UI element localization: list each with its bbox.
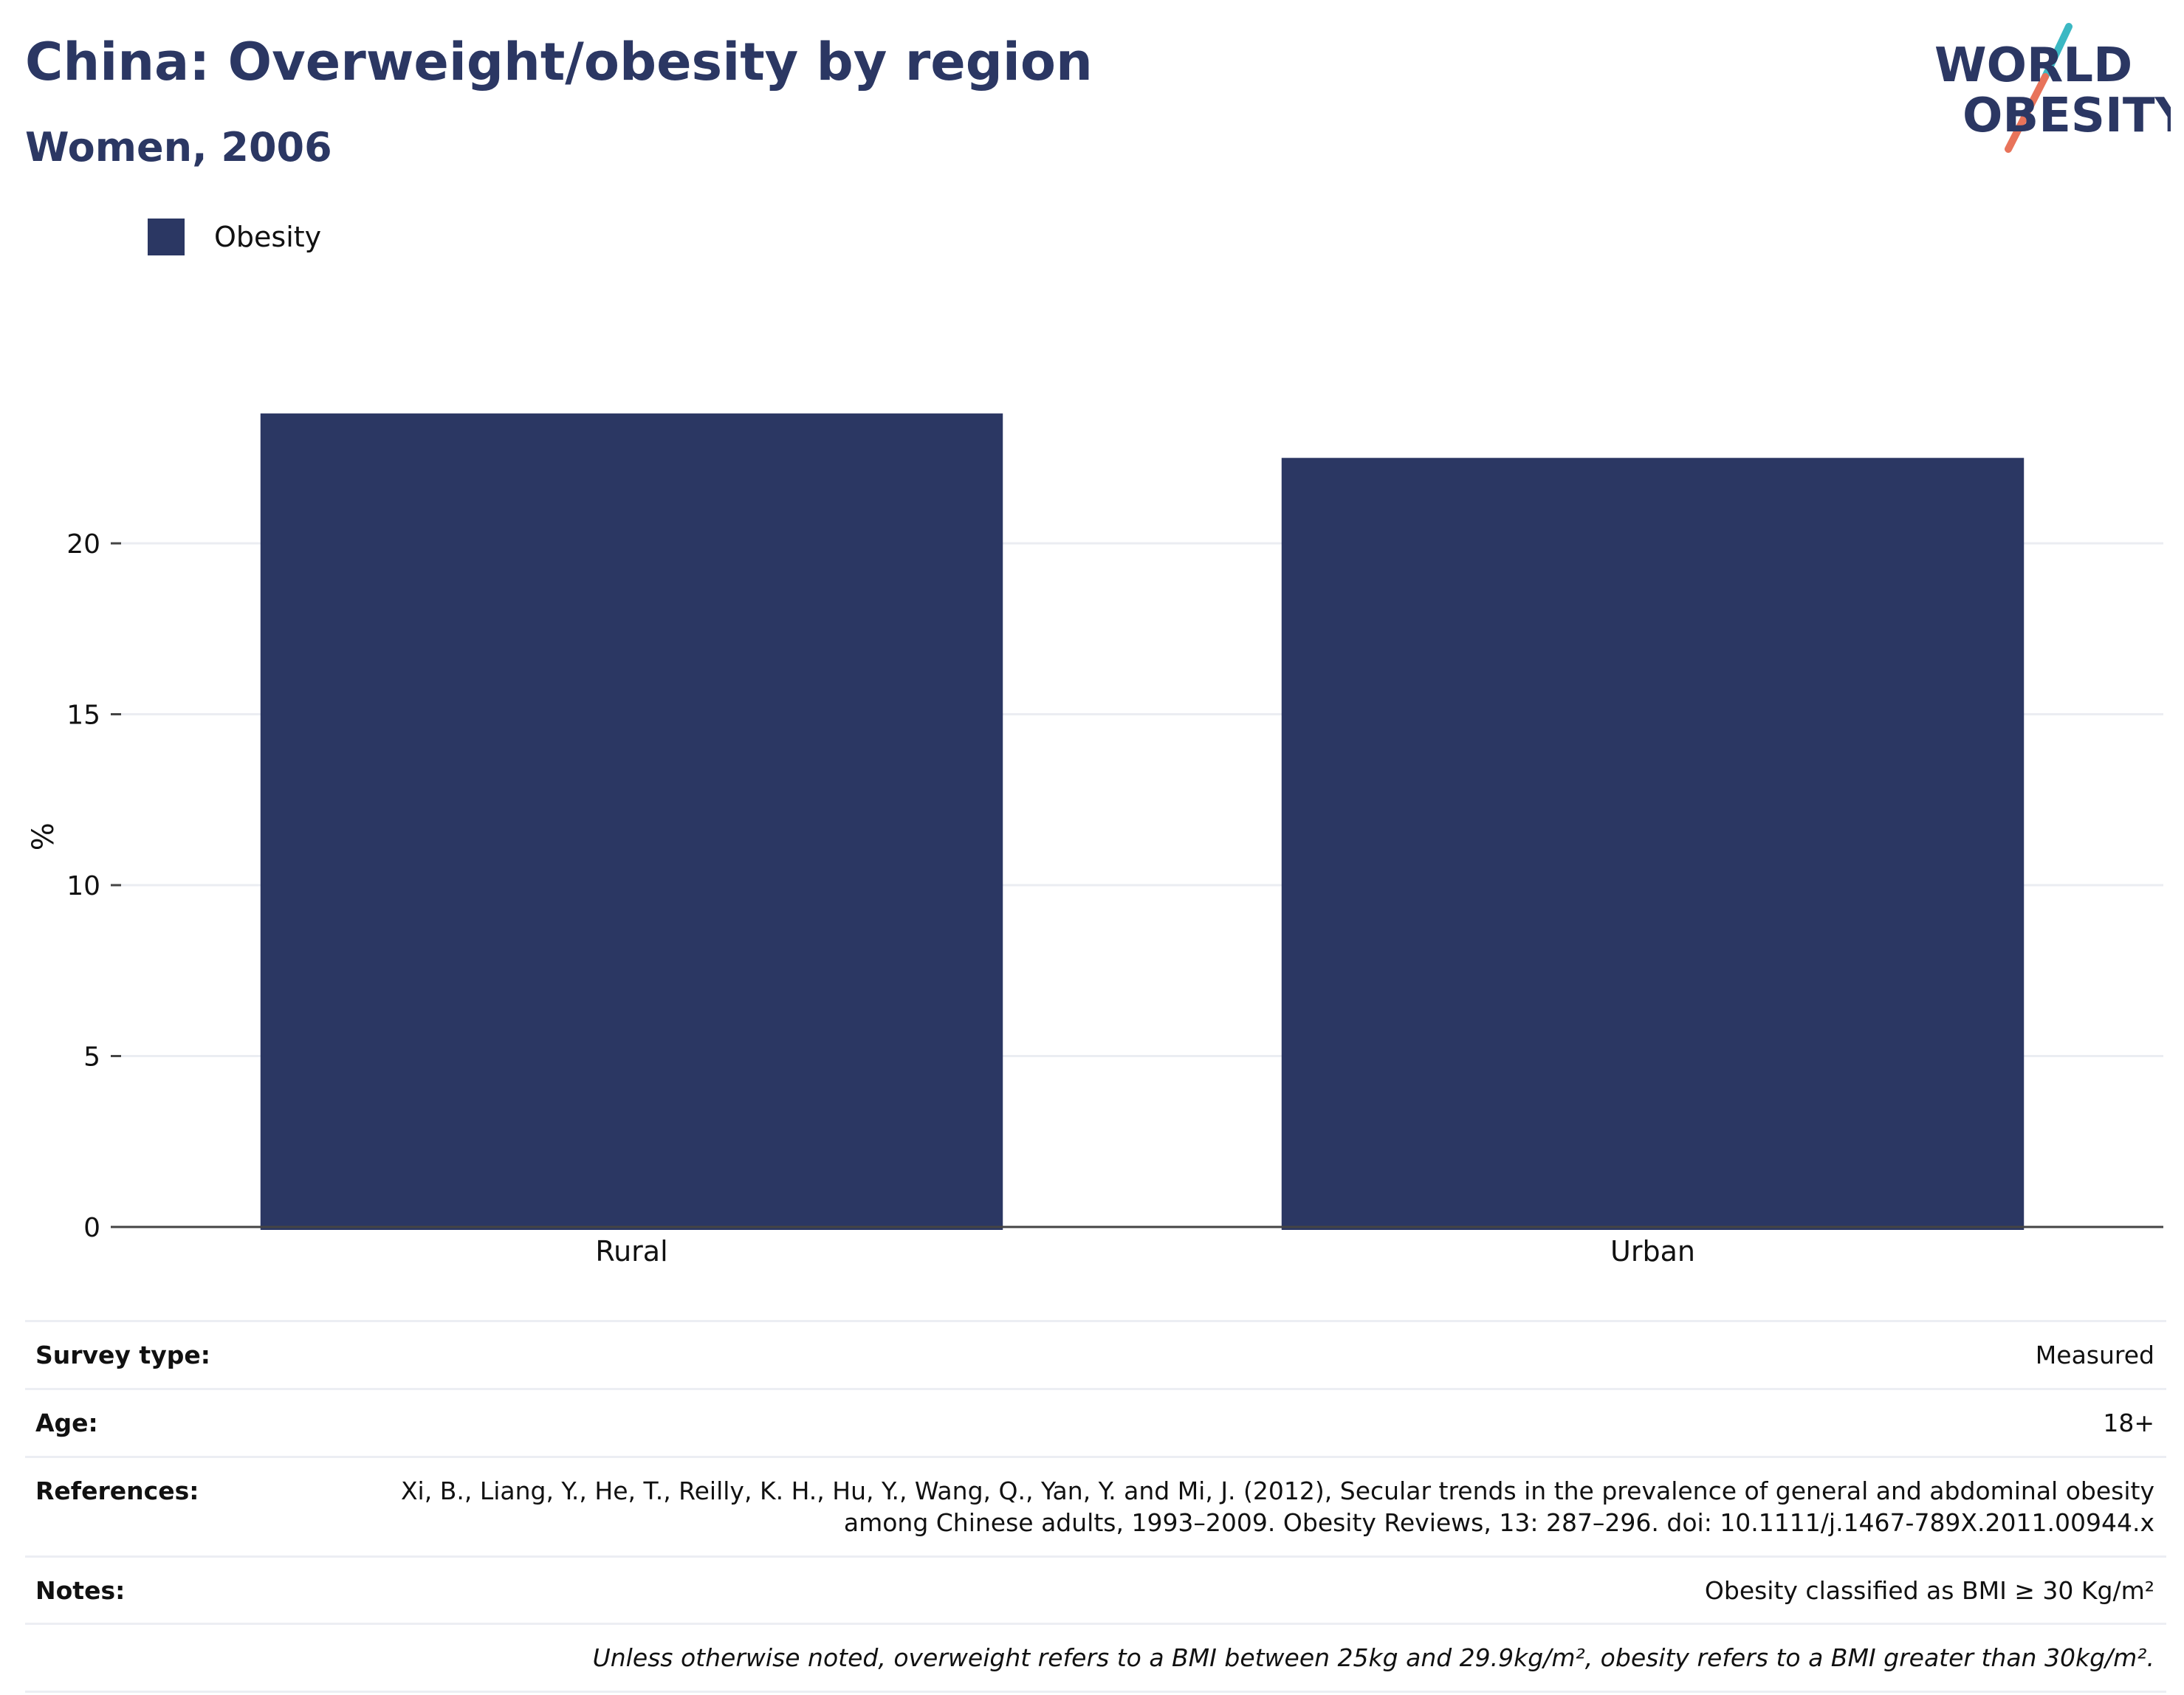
logo-line-2: OBESITY bbox=[1962, 89, 2171, 143]
survey-type-label: Survey type: bbox=[35, 1341, 210, 1369]
references-row: References: Xi, B., Liang, Y., He, T., R… bbox=[25, 1455, 2166, 1555]
x-tick-label-rural: Rural bbox=[595, 1235, 667, 1268]
logo-slash-top bbox=[2042, 23, 2073, 80]
legend-swatch-obesity bbox=[148, 219, 185, 255]
references-value: Xi, B., Liang, Y., He, T., Reilly, K. H.… bbox=[400, 1476, 2154, 1537]
chart-title: China: Overweight/obesity by region bbox=[25, 32, 1093, 92]
notes-label: Notes: bbox=[35, 1575, 126, 1605]
survey-type-value: Measured bbox=[2035, 1341, 2154, 1369]
y-tick-label-20: 20 bbox=[66, 529, 100, 560]
chart-subtitle: Women, 2006 bbox=[25, 124, 332, 171]
references-label: References: bbox=[35, 1476, 199, 1505]
y-tick-label-10: 10 bbox=[66, 871, 100, 901]
bar-rural[interactable] bbox=[260, 413, 1003, 1230]
footnote-text: Unless otherwise noted, overweight refer… bbox=[592, 1643, 2154, 1673]
legend-label-obesity: Obesity bbox=[214, 221, 322, 253]
bar-urban[interactable] bbox=[1281, 458, 2025, 1230]
notes-value: Obesity classified as BMI ≥ 30 Kg/m² bbox=[1704, 1575, 2154, 1605]
age-row: Age: 18+ bbox=[25, 1387, 2166, 1456]
logo-line-1: WORLD bbox=[1934, 38, 2132, 93]
survey-info-table: Survey type: Measured Age: 18+ Reference… bbox=[25, 1320, 2166, 1694]
footnote-row: Unless otherwise noted, overweight refer… bbox=[25, 1623, 2166, 1694]
world-obesity-logo: WORLD OBESITY bbox=[1934, 23, 2171, 153]
y-tick-label-0: 0 bbox=[83, 1213, 100, 1243]
chart-legend: Obesity bbox=[148, 219, 321, 255]
notes-row: Notes: Obesity classified as BMI ≥ 30 Kg… bbox=[25, 1555, 2166, 1623]
y-tick-label-5: 5 bbox=[83, 1042, 100, 1073]
logo-slash-bottom bbox=[2005, 73, 2049, 153]
x-tick-label-urban: Urban bbox=[1610, 1235, 1695, 1268]
y-axis-label: % bbox=[27, 822, 61, 850]
survey-type-row: Survey type: Measured bbox=[25, 1320, 2166, 1388]
y-tick-label-15: 15 bbox=[66, 701, 100, 731]
age-label: Age: bbox=[35, 1408, 98, 1437]
age-value: 18+ bbox=[2103, 1408, 2154, 1437]
bar-chart: 0 5 10 15 20 Rural Urban% bbox=[27, 413, 2163, 1268]
